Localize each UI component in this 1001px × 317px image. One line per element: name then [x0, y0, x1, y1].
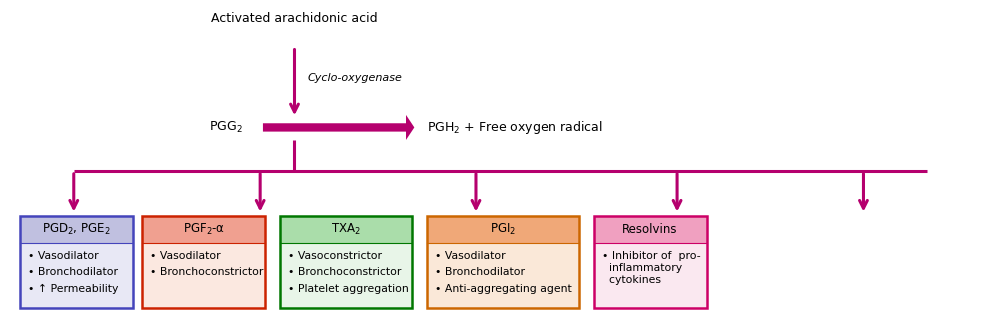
- Bar: [20, 216, 132, 307]
- Text: Cyclo-oxygenase: Cyclo-oxygenase: [307, 73, 402, 83]
- Bar: [594, 216, 707, 307]
- Text: • Inhibitor of  pro-: • Inhibitor of pro-: [602, 251, 700, 261]
- Bar: [594, 216, 707, 243]
- Text: • Bronchodilator: • Bronchodilator: [434, 267, 525, 277]
- Text: • Vasodilator: • Vasodilator: [28, 251, 98, 261]
- Text: • Bronchodilator: • Bronchodilator: [28, 267, 118, 277]
- Text: PGF$_2$-α: PGF$_2$-α: [183, 222, 225, 237]
- Bar: [20, 216, 132, 307]
- Text: cytokines: cytokines: [602, 275, 661, 285]
- Bar: [280, 216, 412, 243]
- Text: • Vasodilator: • Vasodilator: [434, 251, 506, 261]
- Text: • ↑ Permeability: • ↑ Permeability: [28, 283, 118, 294]
- Bar: [20, 216, 132, 243]
- Text: PGH$_2$ + Free oxygen radical: PGH$_2$ + Free oxygen radical: [426, 119, 603, 136]
- Text: • Platelet aggregation: • Platelet aggregation: [287, 283, 408, 294]
- Text: • Bronchoconstrictor: • Bronchoconstrictor: [150, 267, 263, 277]
- Bar: [142, 216, 265, 243]
- Text: TXA$_2$: TXA$_2$: [331, 222, 361, 237]
- Text: • Vasoconstrictor: • Vasoconstrictor: [287, 251, 381, 261]
- Text: PGG$_2$: PGG$_2$: [209, 120, 242, 135]
- Text: • Bronchoconstrictor: • Bronchoconstrictor: [287, 267, 401, 277]
- Text: inflammatory: inflammatory: [602, 263, 682, 273]
- Bar: [594, 216, 707, 307]
- Text: • Anti-aggregating agent: • Anti-aggregating agent: [434, 283, 572, 294]
- Bar: [142, 216, 265, 307]
- Bar: [426, 216, 579, 243]
- Text: PGI$_2$: PGI$_2$: [489, 222, 517, 237]
- Bar: [142, 216, 265, 307]
- Text: PGD$_2$, PGE$_2$: PGD$_2$, PGE$_2$: [42, 222, 110, 237]
- Bar: [426, 216, 579, 307]
- Text: Activated arachidonic acid: Activated arachidonic acid: [211, 12, 377, 25]
- Text: • Vasodilator: • Vasodilator: [150, 251, 221, 261]
- Bar: [280, 216, 412, 307]
- Text: Resolvins: Resolvins: [623, 223, 678, 236]
- Bar: [280, 216, 412, 307]
- Bar: [426, 216, 579, 307]
